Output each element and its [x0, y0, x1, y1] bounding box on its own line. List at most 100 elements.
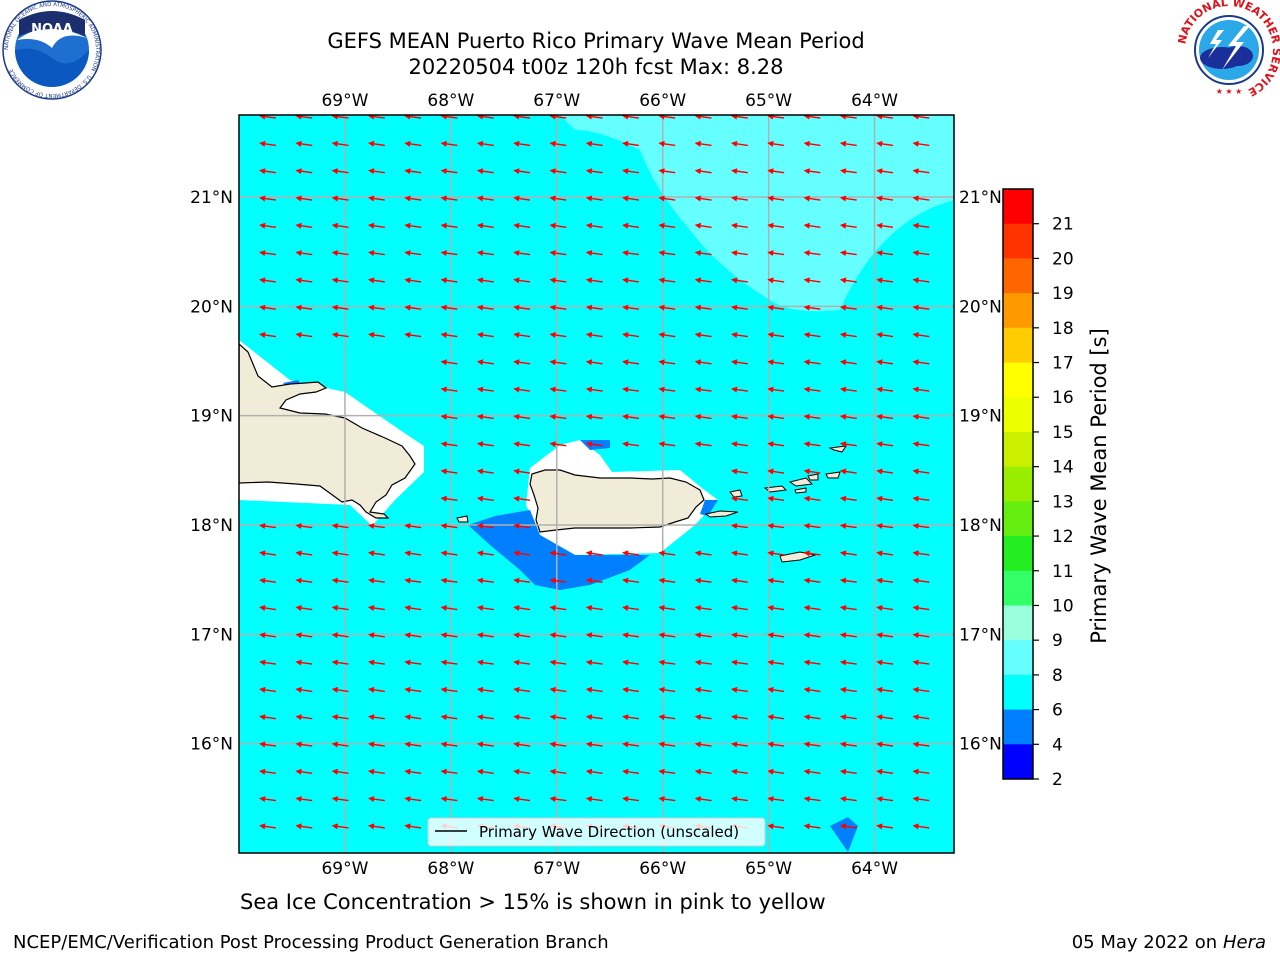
- wave-arrow: [622, 195, 640, 202]
- wave-arrow: [476, 523, 494, 530]
- wave-arrow: [730, 686, 748, 693]
- wave-arrow: [476, 714, 494, 721]
- wave-arrow: [803, 523, 821, 530]
- wave-arrow: [839, 495, 857, 502]
- wave-arrow: [622, 277, 640, 284]
- lon-label-top: 65°W: [745, 91, 792, 111]
- wave-arrow: [440, 277, 458, 284]
- wave-arrow: [585, 277, 603, 284]
- wave-arrow: [694, 359, 712, 366]
- wave-arrow: [803, 632, 821, 639]
- wave-arrow: [295, 659, 313, 666]
- wave-arrow: [404, 195, 422, 202]
- wave-arrow: [259, 796, 277, 803]
- wave-arrow: [513, 550, 531, 557]
- wave-arrow: [767, 140, 785, 147]
- wave-arrow: [585, 714, 603, 721]
- wave-arrow: [331, 332, 349, 338]
- wave-arrow: [730, 386, 748, 393]
- wave-arrow: [658, 632, 676, 639]
- wave-arrow: [513, 222, 531, 229]
- wave-arrow: [803, 250, 821, 257]
- wave-arrow: [622, 413, 640, 420]
- wave-arrow: [295, 796, 313, 803]
- wave-arrow: [912, 140, 930, 147]
- wave-arrow: [912, 441, 930, 448]
- wave-arrow: [549, 659, 567, 666]
- wave-arrow: [476, 495, 494, 502]
- wave-arrow: [404, 686, 422, 693]
- sea-ice-note: Sea Ice Concentration > 15% is shown in …: [240, 890, 826, 914]
- lon-tick-labels-top: 69°W 68°W 67°W 66°W 65°W 64°W: [321, 91, 898, 111]
- wave-arrow: [658, 140, 676, 147]
- wave-arrow: [367, 768, 385, 775]
- colorbar-tick-label: 10: [1052, 596, 1074, 616]
- wave-arrow: [876, 304, 894, 311]
- wave-arrow: [367, 222, 385, 229]
- wave-arrow: [622, 686, 640, 693]
- wave-arrow: [839, 686, 857, 693]
- wave-arrow: [476, 796, 494, 803]
- wave-arrow: [585, 550, 603, 557]
- wave-arrow: [912, 304, 930, 311]
- wave-arrow: [730, 140, 748, 147]
- wave-arrow: [259, 605, 277, 611]
- wave-arrow: [839, 550, 857, 557]
- colorbar-label: Primary Wave Mean Period [s]: [1087, 328, 1111, 644]
- wave-arrow: [295, 140, 313, 147]
- wave-arrow: [730, 332, 748, 338]
- wave-arrow: [767, 332, 785, 338]
- wave-arrow: [367, 605, 385, 611]
- colorbar-bin: [1003, 674, 1033, 711]
- colorbar-bin: [1003, 362, 1033, 398]
- legend-label: Primary Wave Direction (unscaled): [479, 823, 739, 841]
- land-hispaniola: [239, 343, 416, 519]
- wave-arrow: [513, 741, 531, 748]
- wave-arrow: [440, 659, 458, 666]
- wave-arrow: [585, 686, 603, 693]
- colorbar-tick-label: 8: [1052, 666, 1063, 686]
- svg-text:NOAA: NOAA: [31, 22, 73, 37]
- wave-arrow: [331, 222, 349, 229]
- wave-arrow: [295, 686, 313, 693]
- wave-arrow: [295, 714, 313, 721]
- wave-arrow: [585, 195, 603, 202]
- wave-arrow: [367, 195, 385, 202]
- wave-arrow: [513, 605, 531, 611]
- wave-arrow: [440, 195, 458, 202]
- wave-arrow: [658, 413, 676, 420]
- graticule: [239, 115, 954, 853]
- wave-arrow: [730, 304, 748, 311]
- wave-arrow: [476, 386, 494, 393]
- colorbar-tick-label: 21: [1052, 215, 1074, 235]
- wave-arrow: [912, 413, 930, 420]
- wave-arrow: [367, 632, 385, 639]
- wave-arrow: [549, 277, 567, 284]
- wave-arrow: [658, 714, 676, 721]
- wave-arrow: [694, 768, 712, 775]
- wave-arrow: [440, 741, 458, 748]
- wave-arrow: [476, 441, 494, 448]
- wave-arrow: [912, 168, 930, 175]
- wave-arrow: [622, 359, 640, 366]
- colorbar-tick-label: 2: [1052, 770, 1063, 790]
- island-mona: [456, 515, 469, 523]
- wave-arrow: [839, 413, 857, 420]
- wave-arrow: [259, 277, 277, 284]
- wave-arrow: [730, 468, 748, 475]
- wave-arrow: [476, 468, 494, 475]
- wave-arrow: [549, 332, 567, 338]
- lon-label-bottom: 69°W: [321, 859, 368, 879]
- wave-arrow: [513, 250, 531, 257]
- wave-arrow: [767, 550, 785, 557]
- wave-arrow: [476, 741, 494, 748]
- wave-arrow: [549, 714, 567, 721]
- wave-arrow: [730, 250, 748, 257]
- wave-arrow: [513, 386, 531, 393]
- wave-arrow: [331, 632, 349, 639]
- wave-arrow: [876, 441, 894, 448]
- wave-arrow: [912, 823, 930, 830]
- colorbar-bin: [1003, 397, 1033, 433]
- period-zone-4-6s-south: [830, 817, 858, 852]
